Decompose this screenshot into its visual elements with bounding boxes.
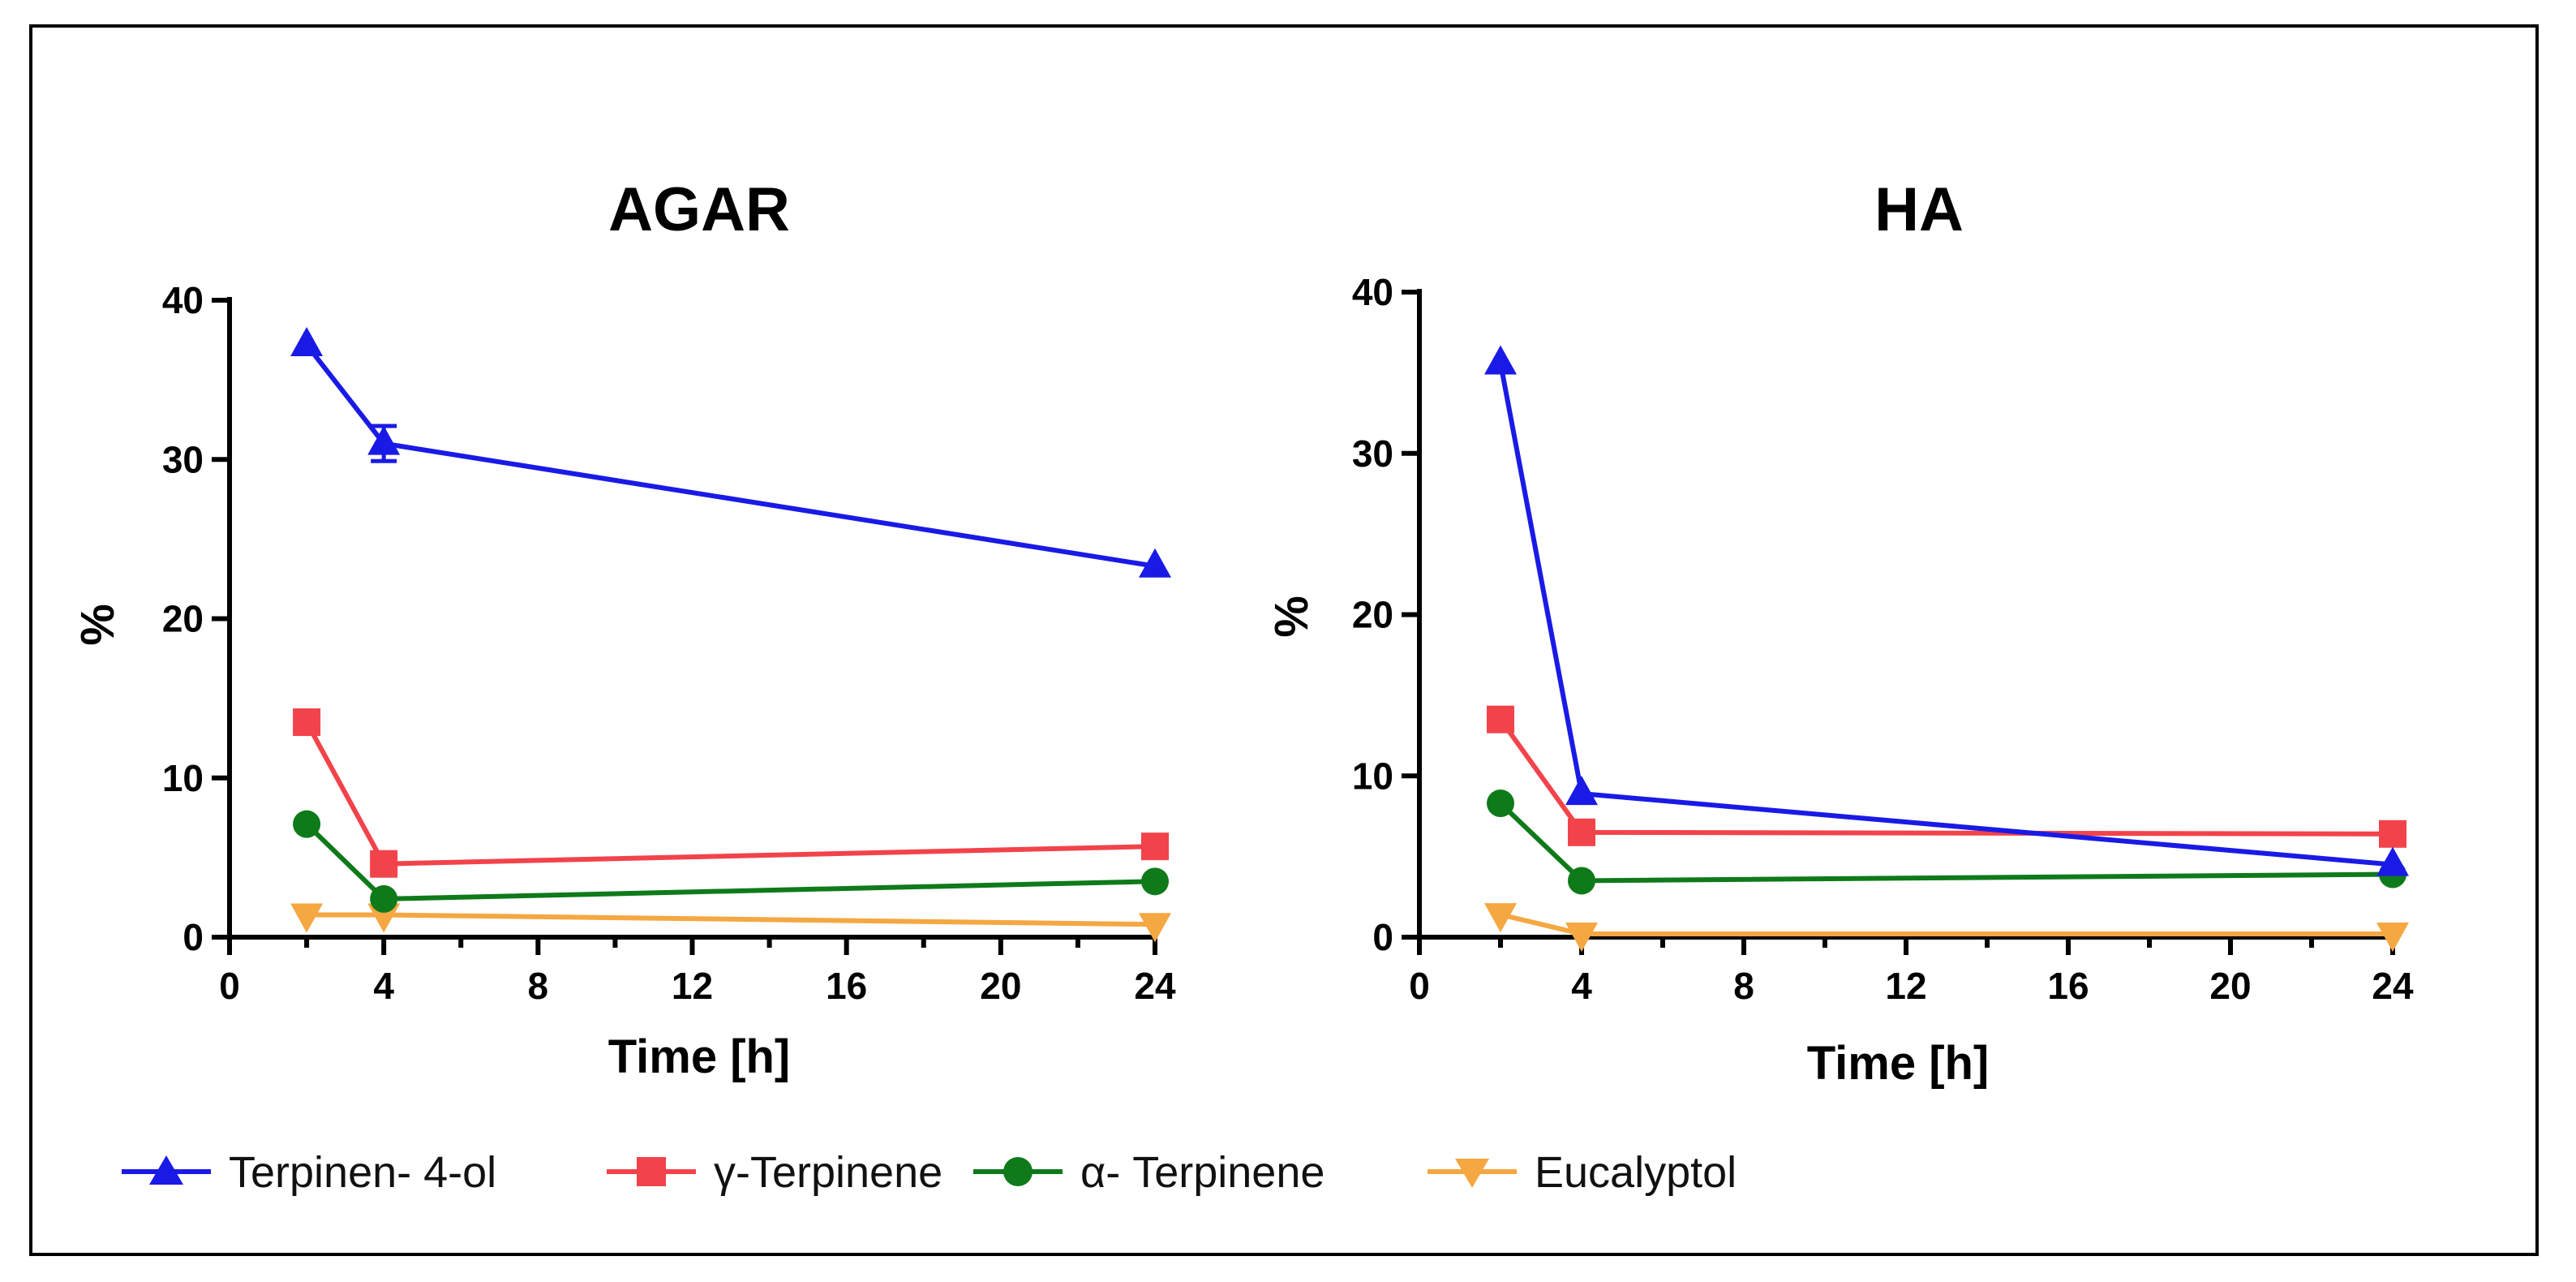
y-tick-label: 20 [162,598,204,640]
x-tick-label: 16 [2047,965,2089,1007]
series--terpinene [1487,705,2406,848]
legend-label: Eucalyptol [1535,1148,1737,1197]
y-axis-label: % [71,604,124,646]
chart-panel-ha: HA % Time [h] 0 10 20 30 40 0 4 8 12 16 20 24 [1265,175,2414,1090]
legend-item-alpha-terpinene: α- Terpinene [973,1148,1324,1197]
data-point [1565,776,1598,806]
x-tick-label: 12 [1885,965,1926,1007]
legend-item-eucalyptol: Eucalyptol [1428,1148,1737,1197]
x-tick-label: 24 [2372,965,2414,1007]
x-tick-label: 12 [672,965,713,1007]
series-eucalyptol [290,903,1171,943]
data-point [1487,789,1514,818]
y-tick-label: 40 [162,279,204,321]
chart-title: AGAR [608,175,790,244]
y-tick-label: 10 [162,757,204,799]
circle-icon [1003,1157,1033,1186]
x-axis-label: Time [h] [608,1030,791,1083]
data-point [367,425,401,455]
data-point [1568,818,1595,846]
x-tick-label: 4 [1571,965,1592,1007]
x-tick-label: 16 [826,965,867,1007]
square-icon [637,1157,666,1186]
series--terpinene [293,708,1169,878]
x-axis-label: Time [h] [1807,1037,1990,1090]
y-tick-label: 0 [1372,916,1393,958]
y-tick-label: 40 [1352,271,1393,313]
legend: Terpinen- 4-ol γ-Terpinene α- Terpinene … [122,1148,1737,1197]
legend-label: Terpinen- 4-ol [229,1148,496,1197]
data-point [1139,548,1171,578]
data-point [370,884,398,913]
figure-border [29,24,2539,1256]
x-tick-label: 4 [373,965,394,1007]
data-point [2376,846,2409,876]
legend-label: γ-Terpinene [714,1148,942,1197]
y-axis-label: % [1265,596,1318,638]
legend-label: α- Terpinene [1080,1148,1324,1197]
data-point [293,810,321,838]
data-point [1565,923,1598,953]
x-tick-label: 8 [528,965,549,1007]
y-tick-label: 30 [162,438,204,480]
data-point [293,708,321,737]
triangle-down-icon [1455,1159,1489,1188]
data-point [370,850,398,878]
series-terpinen-4-ol [1484,345,2409,876]
data-point [367,903,401,933]
data-point [290,903,324,933]
data-point [290,326,324,356]
legend-item-terpinen-4-ol: Terpinen- 4-ol [122,1148,496,1197]
data-point [2379,820,2406,848]
series-eucalyptol [1484,903,2409,953]
data-point [1484,903,1517,933]
data-point [1141,867,1169,896]
series--terpinene [293,810,1169,913]
data-point [1484,345,1517,375]
y-tick-label: 20 [1352,594,1393,636]
data-point [1141,832,1169,861]
chart-title: HA [1874,175,1964,244]
x-tick-label: 0 [219,965,240,1007]
chart-panel-agar: AGAR % Time [h] 0 10 20 30 40 0 4 8 12 16 20 24 [71,175,1176,1083]
data-point [1139,913,1171,943]
x-tick-label: 20 [980,965,1021,1007]
y-tick-label: 10 [1352,755,1393,797]
series-terpinen-4-ol [290,326,1171,578]
x-tick-label: 0 [1409,965,1430,1007]
data-point [1568,867,1595,895]
triangle-up-icon [149,1155,183,1185]
x-tick-label: 8 [1733,965,1754,1007]
y-tick-label: 0 [182,916,204,958]
data-point [1487,705,1514,733]
x-tick-label: 24 [1134,965,1176,1007]
y-tick-label: 30 [1352,432,1393,475]
data-point [2376,923,2409,953]
x-tick-label: 20 [2209,965,2251,1007]
legend-item-gamma-terpinene: γ-Terpinene [607,1148,942,1197]
